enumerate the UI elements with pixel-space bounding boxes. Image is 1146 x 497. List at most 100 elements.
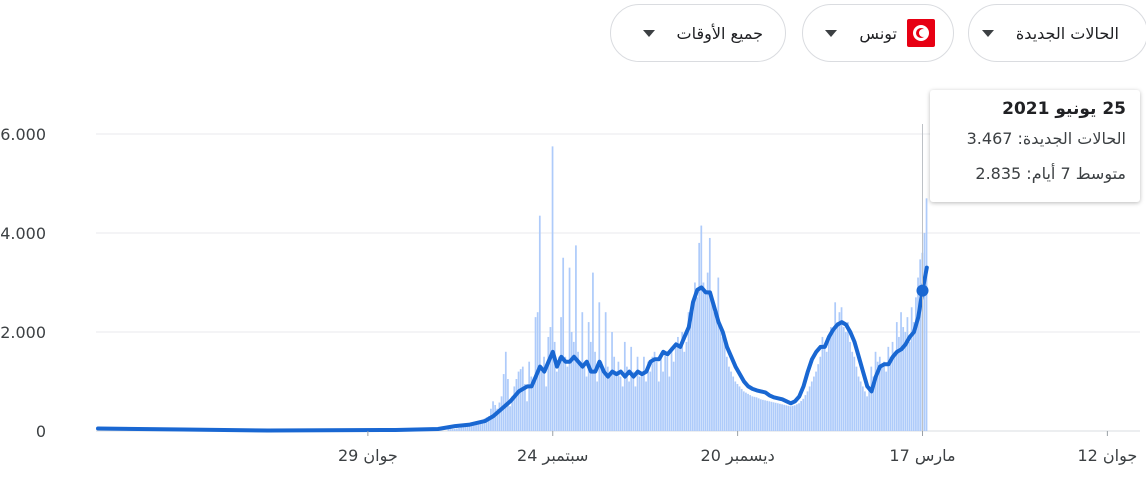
range-filter-chip[interactable]: جميع الأوقات — [610, 4, 786, 62]
case-bar — [694, 282, 696, 431]
case-bar — [562, 257, 565, 431]
case-bar — [453, 429, 456, 431]
case-bar — [900, 312, 902, 431]
case-bar — [827, 336, 830, 431]
case-bar — [456, 428, 458, 431]
case-bar — [872, 376, 875, 431]
case-bar — [908, 341, 911, 431]
case-bar — [836, 322, 839, 431]
case-bar — [594, 351, 596, 431]
case-bar — [583, 366, 586, 431]
case-bar — [883, 361, 885, 431]
case-bar — [906, 317, 909, 431]
case-bar — [653, 351, 656, 431]
y-tick-label: 0 — [36, 422, 46, 441]
case-bar — [855, 366, 858, 431]
case-bar — [551, 146, 554, 431]
case-bar — [700, 225, 703, 431]
x-tick-label: 24 سبتمبر — [517, 446, 588, 466]
chart-tooltip: 25 يونيو 2021 الحالات الجديدة: 3.467 متو… — [930, 90, 1140, 202]
case-bar — [708, 237, 711, 431]
case-bar — [730, 371, 732, 431]
case-bar — [581, 312, 584, 431]
case-bar — [521, 366, 524, 431]
case-bar — [547, 336, 550, 431]
case-bar — [725, 356, 728, 431]
case-bar — [823, 346, 826, 431]
case-bar — [774, 402, 777, 431]
tooltip-new-cases: الحالات الجديدة: 3.467 — [966, 129, 1126, 148]
country-filter-chip[interactable]: تونس — [802, 4, 954, 62]
case-bar — [585, 376, 588, 431]
case-bar — [808, 386, 811, 431]
case-bar — [772, 402, 775, 431]
case-bar — [766, 400, 769, 431]
case-bar — [779, 403, 781, 431]
case-bar — [621, 386, 624, 431]
chevron-down-icon — [642, 29, 655, 37]
y-tick-label: 2.000 — [0, 323, 46, 342]
case-bar — [747, 393, 749, 431]
case-bar — [874, 351, 877, 431]
case-bar — [832, 332, 834, 431]
case-bar — [511, 396, 514, 431]
case-bar — [734, 381, 737, 431]
case-bar — [759, 399, 762, 431]
case-bar — [851, 351, 854, 431]
case-bar — [640, 371, 643, 431]
case-bar — [473, 424, 475, 431]
chevron-down-icon — [981, 29, 994, 37]
case-bar — [609, 376, 611, 431]
case-bar — [606, 366, 609, 431]
case-bar — [876, 361, 879, 431]
tooltip-date: 25 يونيو 2021 — [1002, 99, 1126, 119]
case-bar — [728, 366, 730, 431]
case-bar — [866, 396, 868, 431]
case-bar — [749, 395, 752, 431]
y-tick-label: 4.000 — [0, 224, 46, 243]
case-bar — [793, 405, 796, 431]
case-bar — [706, 272, 709, 431]
case-bar — [891, 341, 894, 431]
case-bar — [702, 282, 705, 431]
case-bar — [804, 395, 807, 431]
case-bar — [481, 419, 484, 431]
case-bar — [628, 381, 630, 431]
case-bar — [575, 245, 577, 431]
metric-filter-chip[interactable]: الحالات الجديدة — [968, 4, 1146, 62]
chevron-down-icon — [825, 29, 838, 37]
case-bar — [498, 402, 501, 431]
case-bar — [543, 356, 545, 431]
case-bar — [698, 242, 701, 431]
case-bar — [745, 392, 747, 431]
average-line — [96, 265, 929, 433]
case-bar — [587, 322, 590, 431]
case-bar — [787, 405, 790, 431]
range-filter-label: جميع الأوقات — [676, 23, 763, 43]
case-bar — [519, 369, 522, 431]
case-bar — [447, 429, 450, 431]
case-bar — [895, 322, 898, 431]
case-bar — [524, 383, 526, 431]
case-bar — [762, 399, 764, 431]
case-bar — [466, 426, 469, 431]
case-bar — [864, 391, 866, 431]
case-bar — [842, 327, 845, 431]
case-bar — [549, 327, 552, 431]
case-bar — [825, 351, 828, 431]
case-bar — [632, 371, 635, 431]
case-bar — [764, 400, 766, 431]
case-bar — [643, 356, 645, 431]
case-bar — [859, 381, 862, 431]
case-bar — [904, 332, 907, 431]
case-bar — [923, 233, 926, 431]
case-bar — [770, 401, 773, 431]
case-bar — [912, 322, 915, 431]
case-bar — [600, 361, 603, 431]
case-bar — [672, 361, 675, 431]
case-bar — [838, 312, 841, 431]
case-bar — [458, 428, 460, 431]
case-bar — [696, 297, 698, 431]
case-bar — [592, 272, 594, 431]
